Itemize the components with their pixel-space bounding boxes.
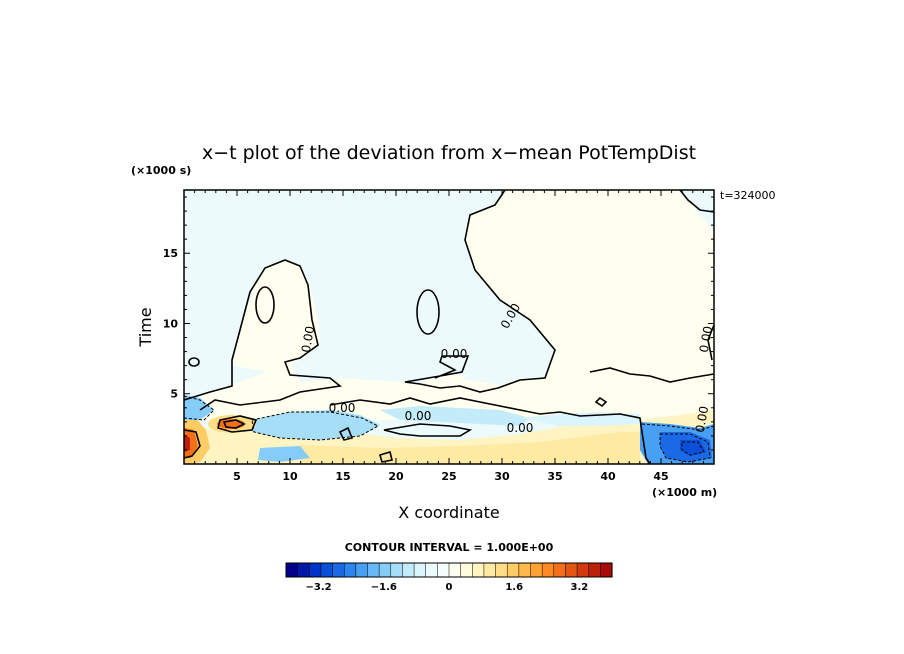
contour-label: 0.00 (299, 325, 317, 354)
contour-line (589, 367, 714, 383)
x-tick-label: 40 (600, 470, 616, 483)
contour-loop (594, 396, 608, 408)
dashed-contour (641, 423, 714, 431)
blue-strip-mid (380, 406, 530, 426)
dashed-contour (659, 433, 711, 463)
contour-loop (383, 423, 473, 437)
colorbar-swatch (448, 562, 462, 578)
contour-interval-text: CONTOUR INTERVAL = 1.000E+00 (345, 541, 554, 554)
x-tick-label: 30 (494, 470, 510, 483)
x-tick-label: 25 (441, 470, 456, 483)
colorbar-swatch (530, 562, 543, 578)
colorbar-swatch (541, 562, 555, 578)
field-shading (184, 190, 714, 464)
blue-patch (258, 446, 310, 462)
colorbar-tick-label: −1.6 (371, 582, 397, 593)
colorbar-swatch (367, 562, 380, 578)
colorbar-swatch (565, 562, 578, 578)
colorbar-swatch (588, 562, 601, 578)
colorbar-swatch (437, 562, 450, 578)
colorbar-tick-label: 3.2 (571, 582, 589, 593)
colorbar-swatch (495, 562, 508, 578)
colorbar: −3.2 −1.6 0 1.6 3.2 (285, 562, 613, 593)
colorbar-frame (285, 562, 613, 578)
contour-loop (379, 450, 393, 463)
colorbar-swatch (600, 562, 613, 578)
colorbar-tick-label: 0 (446, 582, 453, 593)
contour-loop (416, 289, 440, 335)
contour-label: 0.00 (507, 421, 534, 435)
contour-label: 0.00 (441, 347, 468, 361)
chart-title: x−t plot of the deviation from x−mean Po… (202, 142, 696, 164)
y-tick-label: 10 (163, 317, 179, 330)
contour-loop (255, 286, 275, 324)
y-unit-label: (×1000 s) (131, 164, 191, 177)
contour-line (707, 324, 714, 361)
colorbar-tick-label: −3.2 (306, 582, 332, 593)
dashed-contour (184, 395, 215, 421)
x-tick-label: 10 (282, 470, 298, 483)
cold-left-edge (184, 395, 214, 420)
x-unit-label: (×1000 m) (652, 486, 717, 499)
contour-label: 0.00 (693, 405, 711, 434)
x-tick-label: 45 (653, 470, 668, 483)
contour-label: 0.00 (697, 325, 715, 354)
contour-label: 0.00 (405, 409, 432, 423)
colorbar-swatch (343, 562, 357, 578)
colorbar-swatch (402, 562, 415, 578)
colorbar-swatch (460, 562, 473, 578)
contour-label-group: 0.00 0.00 0.00 0.00 0.00 0.00 0.00 0.00 (299, 301, 715, 435)
negative-contours (184, 395, 714, 463)
colorbar-swatch (378, 562, 392, 578)
time-stamp: t=324000 (720, 189, 776, 202)
upper-left-blob (230, 260, 320, 372)
y-axis-ticks: 5 10 15 (163, 196, 714, 451)
contour-line (184, 259, 342, 411)
x-axis-ticks: 5 10 15 20 25 30 35 40 45 (194, 190, 704, 483)
contour-loop (188, 357, 200, 367)
cream-region (184, 190, 714, 420)
x-tick-label: 20 (388, 470, 404, 483)
dashed-contour (681, 441, 705, 456)
contour-line (329, 397, 651, 464)
colorbar-swatch (553, 562, 566, 578)
blue-strip-left (250, 410, 380, 440)
colorbar-swatch (309, 562, 322, 578)
y-tick-label: 5 (170, 388, 178, 401)
x-tick-label: 15 (335, 470, 350, 483)
colorbar-swatch (425, 562, 438, 578)
contour-loop (222, 419, 246, 429)
contour-line (404, 190, 556, 393)
colorbar-swatch (285, 562, 299, 578)
colorbar-swatch (518, 562, 532, 578)
contour-loop (217, 415, 258, 433)
y-axis-label: Time (136, 307, 155, 347)
colorbar-swatch (506, 562, 520, 578)
contour-label: 0.00 (329, 401, 356, 415)
x-tick-label: 35 (547, 470, 562, 483)
colorbar-swatch (355, 562, 369, 578)
colorbar-tick-label: 1.6 (505, 582, 523, 593)
x-axis-label: X coordinate (398, 503, 499, 522)
colorbar-swatch (413, 562, 427, 578)
contour-line (184, 429, 201, 459)
colorbar-swatch (320, 562, 334, 578)
colorbar-swatch (472, 562, 485, 578)
y-tick-label: 15 (163, 247, 178, 260)
colorbar-swatch (297, 562, 310, 578)
x-tick-label: 5 (233, 470, 241, 483)
colorbar-swatch (332, 562, 345, 578)
colorbar-swatch (576, 562, 590, 578)
colorbar-swatch (390, 562, 403, 578)
cold-region-core (680, 440, 706, 456)
warm-edge-core (184, 434, 190, 452)
colorbar-swatch (483, 562, 497, 578)
zero-contours (184, 190, 714, 464)
blue-strip-right (520, 412, 640, 426)
warm-band-inner (300, 432, 640, 464)
contour-line (679, 190, 714, 213)
